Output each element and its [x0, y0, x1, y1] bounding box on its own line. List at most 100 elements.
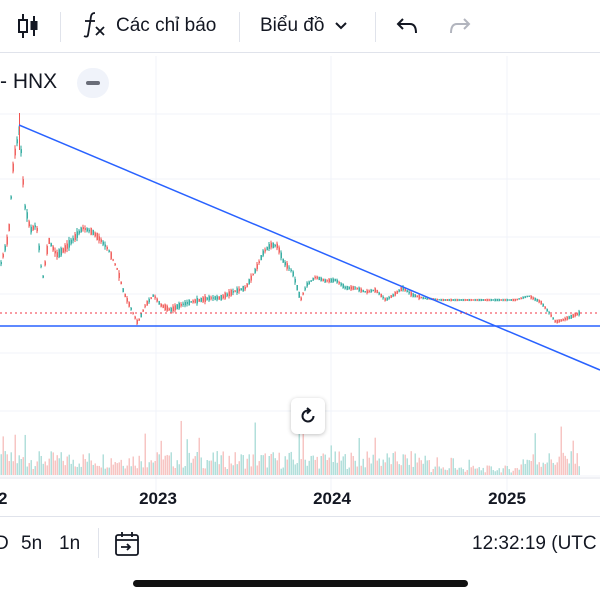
candle	[104, 244, 106, 247]
indicators-button[interactable]: Các chỉ báo	[82, 0, 216, 52]
volume-bar	[476, 468, 478, 475]
candle	[70, 239, 72, 244]
candle	[470, 299, 472, 301]
collapse-legend-button[interactable]	[77, 68, 109, 98]
bottom-divider	[98, 528, 99, 558]
volume-bar	[428, 460, 430, 475]
volume-bar	[164, 455, 166, 475]
candle	[142, 309, 144, 312]
candle	[196, 297, 198, 304]
candle	[396, 290, 398, 294]
candle	[10, 196, 12, 199]
volume-bar	[160, 440, 162, 475]
undo-icon[interactable]	[395, 0, 419, 52]
volume-bar	[206, 460, 208, 475]
candle	[520, 297, 522, 299]
volume-bar	[374, 437, 376, 475]
candle	[450, 299, 452, 301]
candle	[78, 230, 80, 234]
volume-bar	[84, 459, 86, 475]
volume-bar	[12, 461, 14, 475]
volume-bar	[176, 460, 178, 475]
volume-bar	[128, 458, 130, 475]
volume-bar	[364, 467, 366, 475]
volume-bar	[340, 460, 342, 475]
candle	[394, 292, 396, 296]
candle	[570, 314, 572, 319]
volume-bar	[418, 457, 420, 475]
candle	[472, 299, 474, 301]
candle	[58, 249, 60, 258]
volume-bar	[284, 456, 286, 475]
volume-bar	[46, 465, 48, 475]
candle	[434, 298, 436, 301]
candle	[136, 319, 138, 324]
candle	[360, 288, 362, 292]
candle	[420, 296, 422, 299]
volume-bar	[350, 452, 352, 475]
range-button-d[interactable]: D	[0, 532, 9, 554]
candle	[224, 292, 226, 299]
volume-bar	[80, 466, 82, 475]
candle	[348, 286, 350, 290]
volume-bar	[382, 459, 384, 475]
range-button-5y[interactable]: 5n	[21, 532, 43, 554]
redo-icon[interactable]	[448, 0, 472, 52]
candle	[480, 298, 482, 302]
volume-bar	[498, 468, 500, 475]
volume-bar	[568, 463, 570, 475]
candle	[278, 247, 280, 253]
volume-bar	[226, 468, 228, 475]
candle	[90, 228, 92, 235]
candle	[476, 299, 478, 301]
volume-bar	[272, 452, 274, 475]
range-button-1y[interactable]: 1n	[59, 532, 81, 554]
candle	[300, 297, 302, 301]
volume-bar	[170, 452, 172, 475]
volume-bar	[344, 454, 346, 475]
x-tick-label: 2023	[139, 489, 177, 508]
candle	[388, 297, 390, 299]
volume-bar	[546, 462, 548, 475]
candle	[318, 276, 320, 280]
volume-bar	[300, 459, 302, 475]
candle	[522, 296, 524, 299]
volume-bar	[524, 463, 526, 475]
volume-bar	[392, 453, 394, 475]
price-chart[interactable]: 2 2023 2024 2025	[0, 56, 600, 516]
candle	[464, 299, 466, 301]
volume-bar	[506, 465, 508, 475]
candle	[154, 296, 156, 298]
candle	[202, 297, 204, 302]
volume-bar	[496, 470, 498, 475]
volume-bar	[92, 464, 94, 475]
candle	[44, 261, 46, 266]
go-to-date-icon[interactable]	[113, 516, 141, 571]
volume-bar	[94, 463, 96, 475]
indicators-label: Các chỉ báo	[116, 15, 217, 36]
volume-bar	[358, 437, 360, 475]
candle	[444, 299, 446, 301]
volume-bar	[512, 470, 514, 475]
candle	[62, 248, 64, 253]
volume-bar	[442, 467, 444, 475]
candle	[510, 299, 512, 301]
candle	[134, 316, 136, 319]
candle	[164, 304, 166, 311]
volume-bar	[328, 457, 330, 475]
volume-bar	[98, 465, 100, 475]
candle	[544, 306, 546, 309]
candle	[516, 298, 518, 301]
candle	[442, 298, 444, 302]
volume-bar	[420, 460, 422, 475]
candle	[14, 148, 16, 156]
reset-chart-button[interactable]	[291, 398, 325, 434]
candle	[52, 246, 54, 251]
volume-bar	[208, 460, 210, 475]
volume-bar	[110, 458, 112, 475]
chart-type-button[interactable]: Biểu đồ	[260, 0, 348, 52]
candle	[400, 287, 402, 291]
candle	[458, 299, 460, 301]
volume-bar	[380, 465, 382, 475]
candles-icon[interactable]	[16, 0, 40, 52]
